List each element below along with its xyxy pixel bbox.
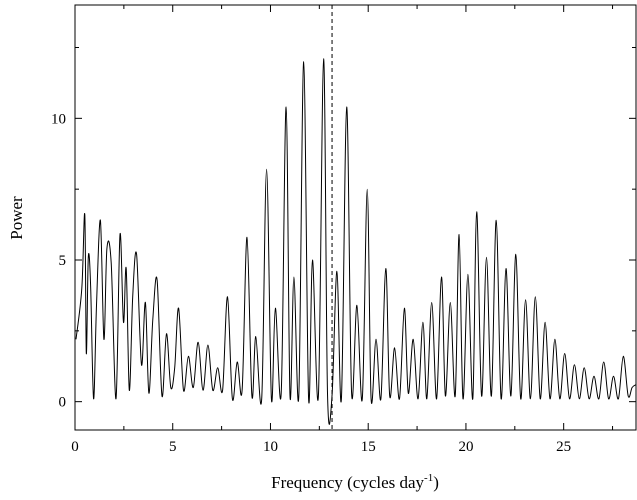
power-spectrum-line xyxy=(75,58,637,425)
x-tick-label: 10 xyxy=(263,439,278,455)
x-tick-label: 25 xyxy=(556,439,571,455)
plot-frame xyxy=(74,4,637,431)
y-tick-label: 0 xyxy=(59,395,67,411)
x-axis-label: Frequency (cycles day-1) xyxy=(271,472,439,492)
y-axis-label: Power xyxy=(7,196,26,240)
y-axis-ticks: 0 5 10 xyxy=(51,47,636,411)
x-tick-label: 15 xyxy=(361,439,376,455)
x-tick-label: 5 xyxy=(169,439,177,455)
x-tick-label: 20 xyxy=(458,439,473,455)
y-tick-label: 10 xyxy=(51,111,66,127)
x-axis-ticks: 0 5 10 15 20 25 xyxy=(71,5,614,455)
y-tick-label: 5 xyxy=(59,253,67,269)
x-tick-label: 0 xyxy=(71,439,79,455)
